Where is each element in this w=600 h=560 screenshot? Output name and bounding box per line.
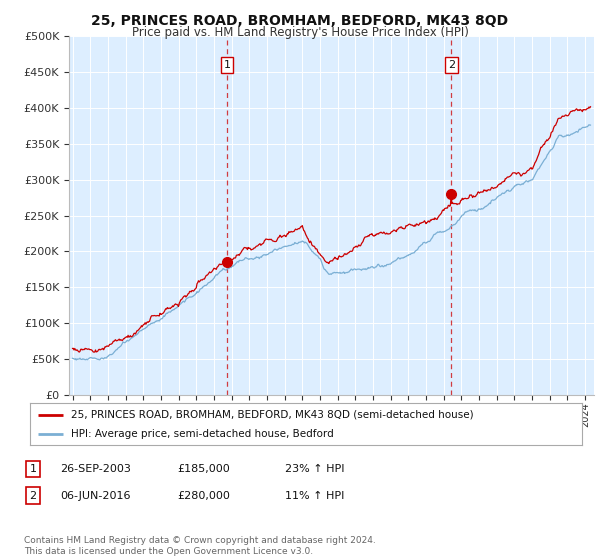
- Text: 23% ↑ HPI: 23% ↑ HPI: [285, 464, 344, 474]
- Text: 25, PRINCES ROAD, BROMHAM, BEDFORD, MK43 8QD (semi-detached house): 25, PRINCES ROAD, BROMHAM, BEDFORD, MK43…: [71, 409, 474, 419]
- Text: 25, PRINCES ROAD, BROMHAM, BEDFORD, MK43 8QD: 25, PRINCES ROAD, BROMHAM, BEDFORD, MK43…: [91, 14, 509, 28]
- Text: 11% ↑ HPI: 11% ↑ HPI: [285, 491, 344, 501]
- Text: 26-SEP-2003: 26-SEP-2003: [60, 464, 131, 474]
- Text: £185,000: £185,000: [177, 464, 230, 474]
- Text: Contains HM Land Registry data © Crown copyright and database right 2024.
This d: Contains HM Land Registry data © Crown c…: [24, 536, 376, 556]
- Text: 06-JUN-2016: 06-JUN-2016: [60, 491, 131, 501]
- Text: Price paid vs. HM Land Registry's House Price Index (HPI): Price paid vs. HM Land Registry's House …: [131, 26, 469, 39]
- Text: 1: 1: [223, 60, 230, 70]
- Text: 2: 2: [29, 491, 37, 501]
- Text: £280,000: £280,000: [177, 491, 230, 501]
- Text: 1: 1: [29, 464, 37, 474]
- Text: HPI: Average price, semi-detached house, Bedford: HPI: Average price, semi-detached house,…: [71, 429, 334, 439]
- Text: 2: 2: [448, 60, 455, 70]
